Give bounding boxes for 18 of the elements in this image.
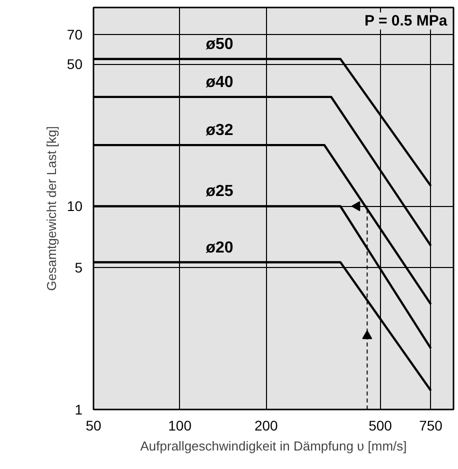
series-label: ø20 <box>206 239 234 256</box>
y-tick-label: 10 <box>66 198 83 214</box>
series-label: ø25 <box>206 183 234 200</box>
y-tick-label: 5 <box>74 259 83 276</box>
x-tick-label: 100 <box>168 418 192 434</box>
series-label: ø40 <box>206 74 234 91</box>
y-tick-label: 50 <box>66 56 83 72</box>
x-axis-title: Aufprallgeschwindigkeit in Dämpfung υ [mm/s] <box>140 438 407 454</box>
x-tick-label: 500 <box>368 418 392 434</box>
x-tick-label: 750 <box>419 418 443 434</box>
annotation: P = 0.5 MPa <box>364 12 448 30</box>
y-tick-label: 1 <box>74 402 83 418</box>
x-tick-label: 50 <box>86 418 102 434</box>
x-tick-label: 200 <box>254 418 278 434</box>
series-label: ø32 <box>206 122 234 140</box>
y-axis-title: Gesamtgewicht der Last [kg] <box>44 126 59 291</box>
series-label: ø50 <box>206 36 234 54</box>
y-tick-label: 70 <box>66 26 83 42</box>
